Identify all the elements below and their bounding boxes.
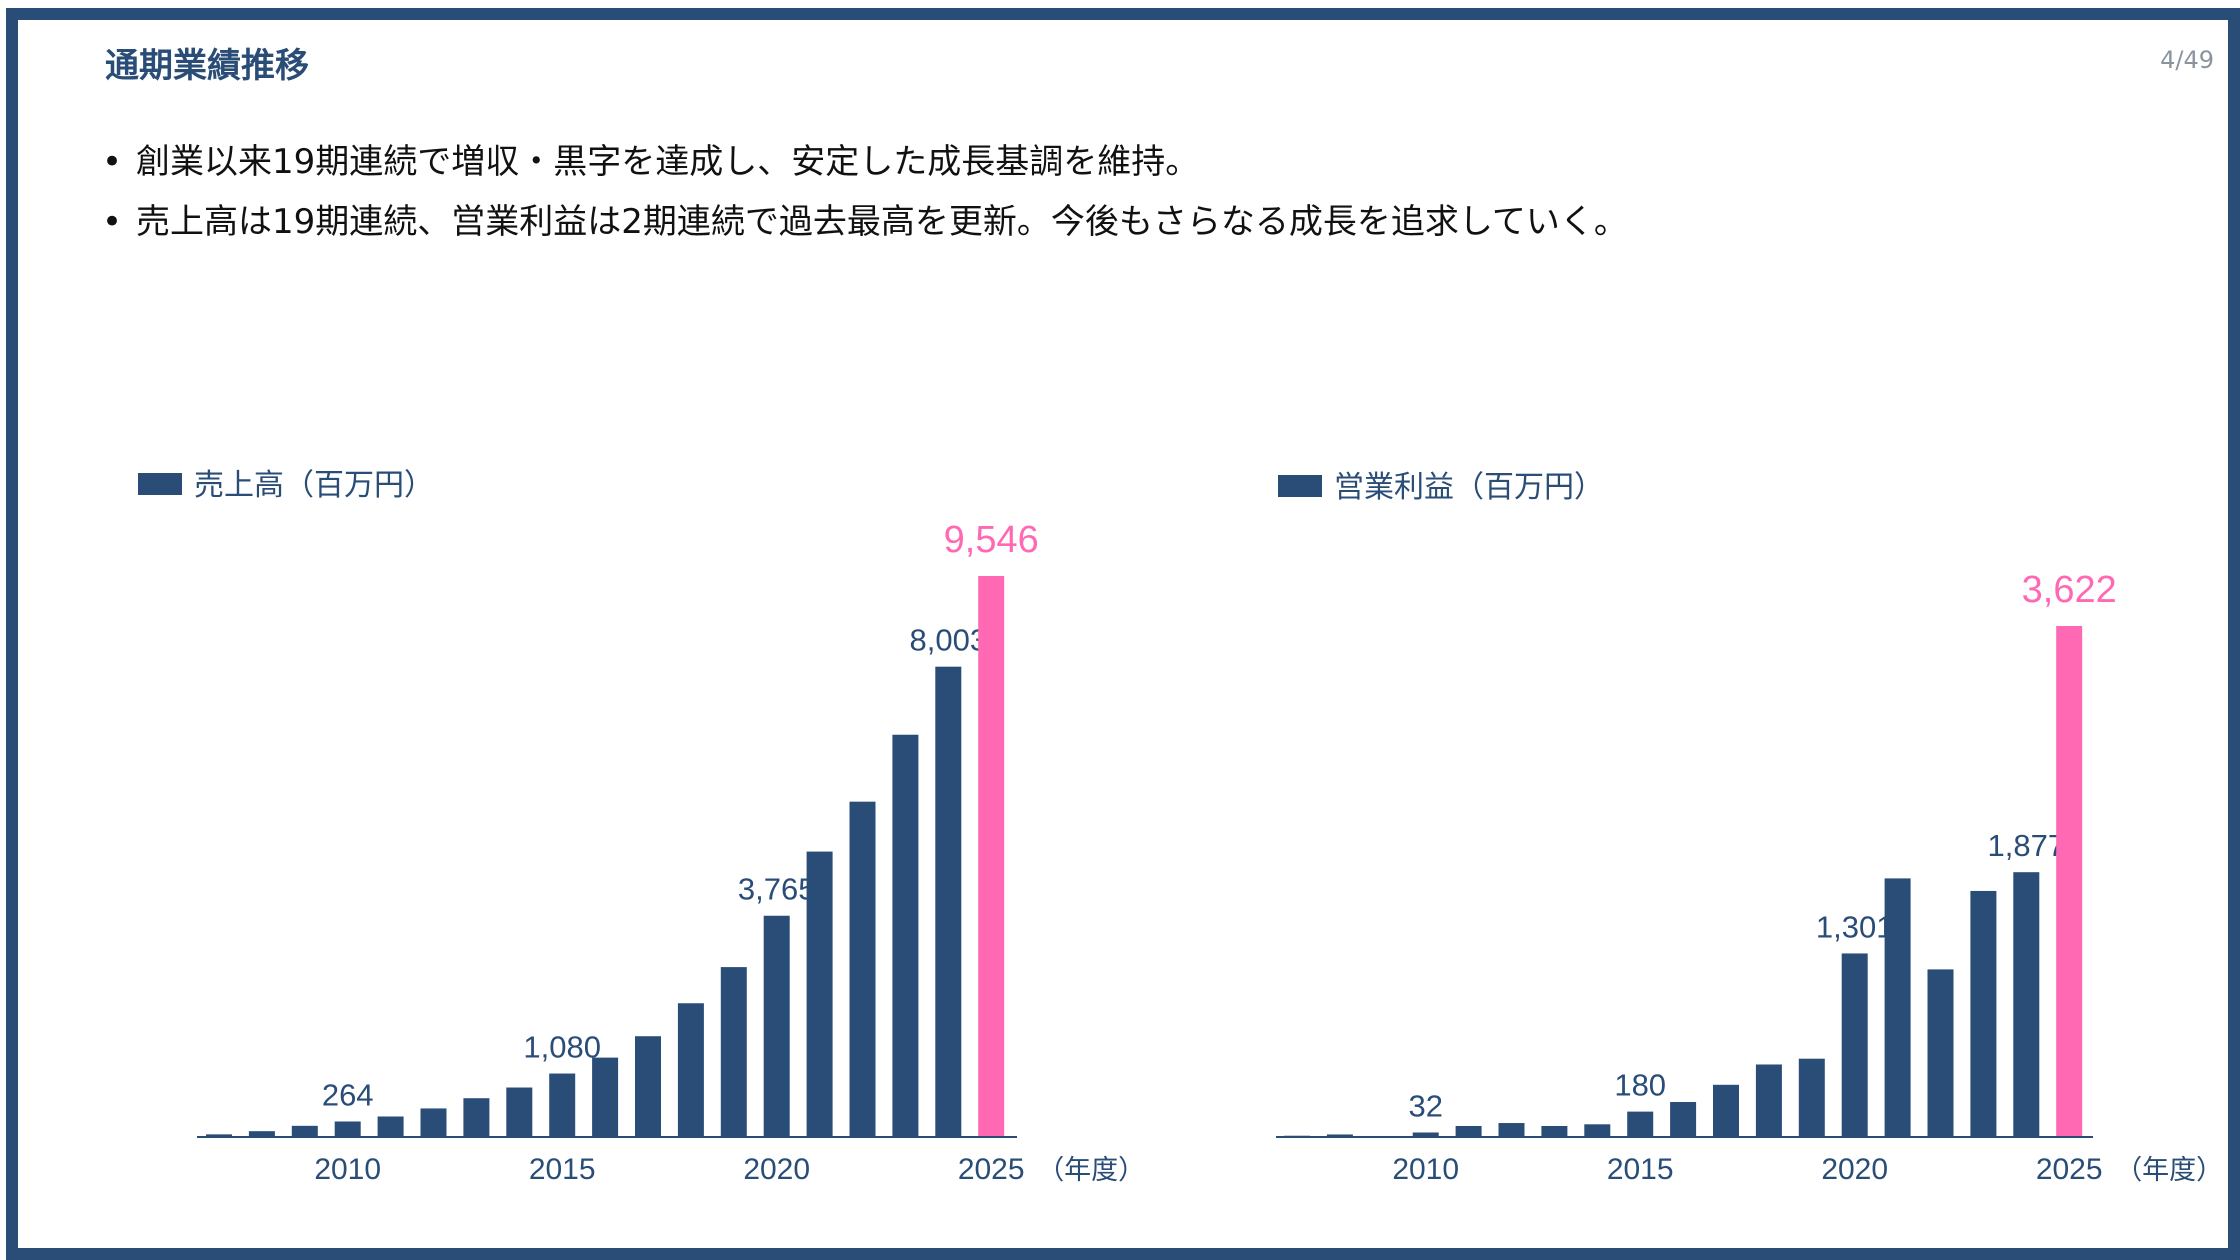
slide-frame [6,8,2240,1260]
page-number: 4/49 [2160,46,2214,74]
bar-2008 [248,1131,275,1137]
bar-2025 [978,576,1005,1137]
data-label-2024: 1,877 [1988,828,2066,863]
bar-2023 [1970,890,1997,1137]
bullet-dot-icon: • [102,142,123,182]
x-tick-label: 2015 [1607,1153,1674,1186]
bar-2008 [1326,1134,1353,1137]
bar-2022 [849,801,876,1137]
bar-2020 [763,915,790,1137]
data-label-2025: 9,546 [944,519,1039,561]
bar-2014 [506,1087,533,1137]
bar-2025 [2056,626,2083,1137]
bar-2014 [1584,1124,1611,1137]
bar-2021 [1884,878,1911,1137]
bar-2013 [1541,1125,1568,1137]
data-label-2020: 3,765 [738,872,816,907]
data-label-2020: 1,301 [1816,909,1894,944]
data-label-2010: 264 [322,1077,374,1112]
bullet-text: 売上高は19期連続、営業利益は2期連続で過去最高を更新。今後もさらなる成長を追求… [136,202,1628,242]
bar-2011 [377,1116,404,1137]
x-tick-label: 2015 [529,1153,596,1186]
bar-2016 [592,1057,619,1137]
x-tick-label: 2025 [2036,1153,2103,1186]
legend-label: 売上高（百万円） [194,469,434,502]
bullet-dot-icon: • [102,202,123,242]
bar-2007 [206,1134,232,1137]
bar-2013 [463,1098,490,1137]
x-unit-label: （年度） [2115,1155,2223,1185]
bar-2017 [1713,1084,1739,1137]
x-unit-label: （年度） [1037,1155,1145,1185]
data-label-2025: 3,622 [2022,569,2117,611]
bar-2023 [892,734,919,1137]
bar-2017 [635,1036,661,1137]
bar-2018 [1755,1064,1782,1137]
data-label-2015: 1,080 [523,1030,601,1065]
x-tick-label: 2025 [958,1153,1025,1186]
bar-2012 [1498,1123,1525,1137]
data-label-2024: 8,003 [910,623,988,658]
bullet-item: • 創業以来19期連続で増収・黒字を達成し、安定した成長基調を維持。 [102,134,1628,194]
x-tick-label: 2010 [1392,1153,1459,1186]
bar-2020 [1841,953,1868,1137]
bar-2011 [1455,1125,1482,1137]
legend-swatch [138,473,182,495]
bar-2022 [1927,969,1954,1137]
bar-2010 [334,1121,361,1137]
page-title: 通期業績推移 [105,46,309,86]
x-tick-label: 2010 [314,1153,381,1186]
bar-2012 [420,1108,447,1137]
bar-2010 [1412,1132,1439,1137]
bar-2024 [2013,872,2040,1137]
bar-2015 [1627,1111,1654,1137]
bar-2015 [549,1073,576,1137]
data-label-2015: 180 [1614,1068,1666,1103]
x-tick-label: 2020 [743,1153,810,1186]
x-tick-label: 2020 [1821,1153,1888,1186]
bar-2009 [291,1125,318,1137]
bullet-text: 創業以来19期連続で増収・黒字を達成し、安定した成長基調を維持。 [136,142,1200,182]
bar-2021 [806,851,833,1137]
legend-label: 営業利益（百万円） [1334,471,1604,504]
bullet-item: • 売上高は19期連続、営業利益は2期連続で過去最高を更新。今後もさらなる成長を追… [102,194,1628,254]
bar-2024 [935,666,962,1137]
bullet-list: • 創業以来19期連続で増収・黒字を達成し、安定した成長基調を維持。 • 売上高は1… [102,134,1628,254]
data-label-2010: 32 [1408,1088,1442,1123]
legend-swatch [1278,475,1322,497]
bar-2018 [677,1003,704,1137]
bar-2019 [720,967,747,1137]
bar-2019 [1798,1058,1825,1137]
bar-2016 [1670,1102,1697,1137]
